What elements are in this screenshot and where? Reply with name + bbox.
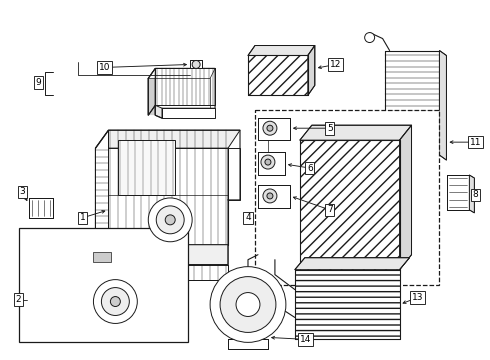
Text: 7: 7 [327,206,333,215]
Circle shape [101,288,129,315]
Text: 10: 10 [98,63,110,72]
Text: 6: 6 [307,163,313,172]
Polygon shape [447,175,469,210]
Circle shape [210,267,286,342]
Polygon shape [258,118,290,140]
Circle shape [261,155,275,169]
Text: 5: 5 [327,124,333,133]
Polygon shape [228,339,268,349]
Polygon shape [295,270,399,339]
Polygon shape [190,60,202,68]
Polygon shape [469,175,474,213]
Circle shape [236,293,260,316]
Bar [94,252,111,262]
Circle shape [267,125,273,131]
Circle shape [263,121,277,135]
Text: 8: 8 [472,190,478,199]
Polygon shape [258,152,285,175]
Polygon shape [248,45,315,55]
Polygon shape [385,50,440,155]
Text: 4: 4 [245,213,251,222]
Polygon shape [119,265,228,280]
Circle shape [365,32,375,42]
Polygon shape [108,130,228,245]
Polygon shape [308,45,315,95]
Text: 1: 1 [79,213,85,222]
Text: 2: 2 [16,295,22,304]
Text: 12: 12 [330,60,342,69]
Polygon shape [248,55,308,95]
Circle shape [165,215,175,225]
Polygon shape [295,258,410,270]
Circle shape [110,297,121,306]
Text: 13: 13 [412,293,423,302]
Polygon shape [258,185,290,208]
Circle shape [267,193,273,199]
Circle shape [265,159,271,165]
Circle shape [192,60,200,68]
Bar [19,228,188,342]
Polygon shape [108,245,228,265]
Ellipse shape [46,246,85,270]
Circle shape [94,280,137,323]
Polygon shape [28,198,52,218]
Text: 14: 14 [300,335,312,344]
Ellipse shape [51,250,79,266]
FancyBboxPatch shape [24,271,172,333]
Text: 9: 9 [36,78,42,87]
Circle shape [148,198,192,242]
Polygon shape [155,105,162,118]
Text: 11: 11 [469,138,481,147]
Polygon shape [162,108,215,118]
Circle shape [156,206,184,234]
Circle shape [220,276,276,332]
Bar [255,110,440,285]
Text: 3: 3 [20,188,25,197]
Polygon shape [119,140,175,195]
Polygon shape [96,130,240,148]
Polygon shape [96,130,108,245]
Polygon shape [399,125,412,270]
Polygon shape [148,68,215,78]
Polygon shape [148,68,155,115]
Polygon shape [155,68,215,105]
Polygon shape [300,140,399,270]
Circle shape [263,189,277,203]
Polygon shape [300,125,412,140]
Polygon shape [440,50,446,160]
Polygon shape [228,148,240,200]
